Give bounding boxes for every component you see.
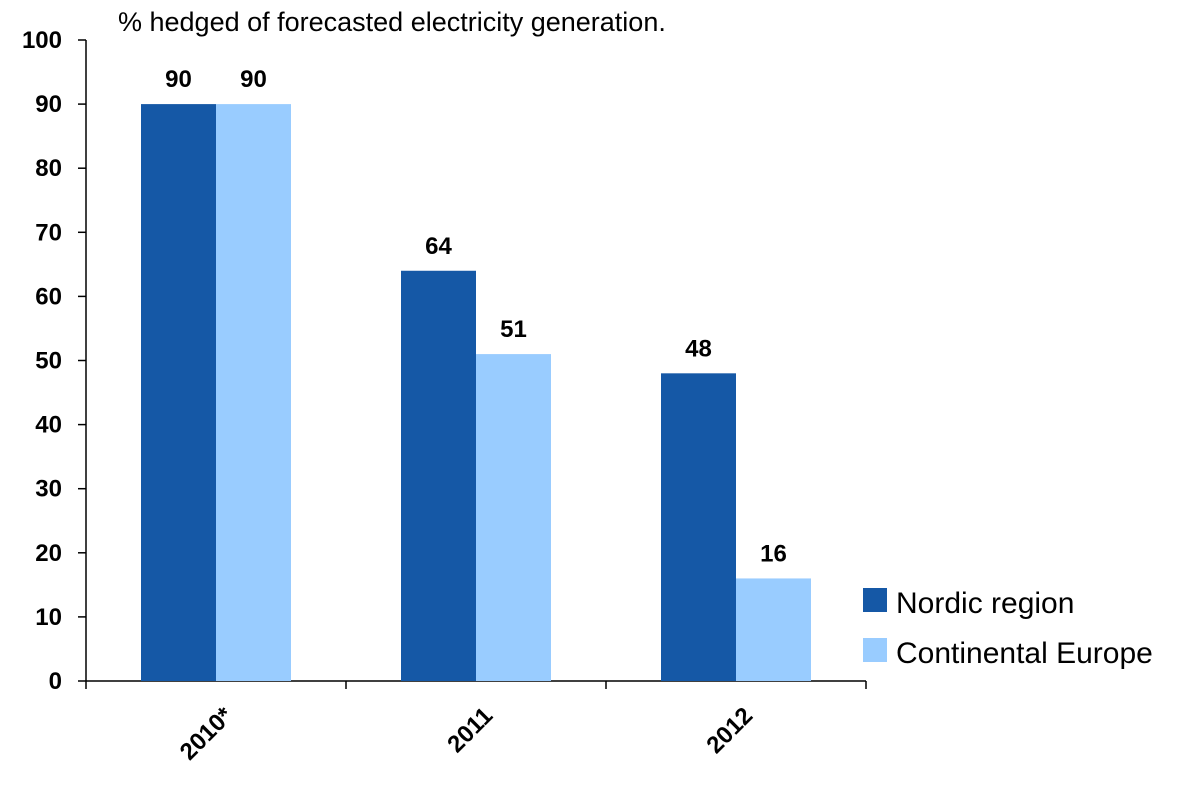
y-tick-label: 20	[35, 540, 62, 567]
chart-title: % hedged of forecasted electricity gener…	[118, 7, 666, 37]
y-tick-label: 90	[35, 91, 62, 118]
data-label: 90	[240, 66, 267, 93]
y-tick-label: 40	[35, 412, 62, 439]
data-label: 64	[425, 233, 452, 260]
x-axis: 2010* 2011 2012	[85, 680, 867, 766]
bar-nordic-region	[141, 104, 216, 682]
data-label: 16	[760, 540, 787, 567]
y-tick-label: 0	[49, 668, 62, 695]
legend: Nordic region Continental Europe	[863, 587, 1153, 670]
x-category-label: 2011	[442, 702, 498, 758]
y-tick-label: 80	[35, 155, 62, 182]
data-label: 48	[685, 335, 712, 362]
y-tick-label: 30	[35, 476, 62, 503]
bar-continental-europe	[216, 104, 291, 682]
x-category-label: 2010*	[175, 702, 239, 766]
data-label: 51	[500, 316, 527, 343]
y-tick-label: 60	[35, 283, 62, 310]
bar-continental-europe	[476, 354, 551, 681]
bar-nordic-region	[661, 373, 736, 681]
legend-label: Nordic region	[896, 587, 1074, 620]
y-tick-label: 70	[35, 219, 62, 246]
y-axis: 0 10 20 30 40 50 60 70 80 90 100	[22, 27, 87, 695]
bar-nordic-region	[401, 270, 476, 681]
y-tick-label: 100	[22, 27, 62, 54]
legend-label: Continental Europe	[896, 637, 1153, 670]
legend-swatch	[863, 588, 887, 612]
bar-continental-europe	[736, 578, 811, 681]
value-labels: 90 90 64 51 48 16	[165, 66, 787, 567]
y-tick-label: 50	[35, 348, 62, 375]
bars	[141, 104, 811, 682]
data-label: 90	[165, 66, 192, 93]
y-tick-label: 10	[35, 604, 62, 631]
x-category-label: 2012	[701, 702, 758, 759]
legend-swatch	[863, 638, 887, 662]
